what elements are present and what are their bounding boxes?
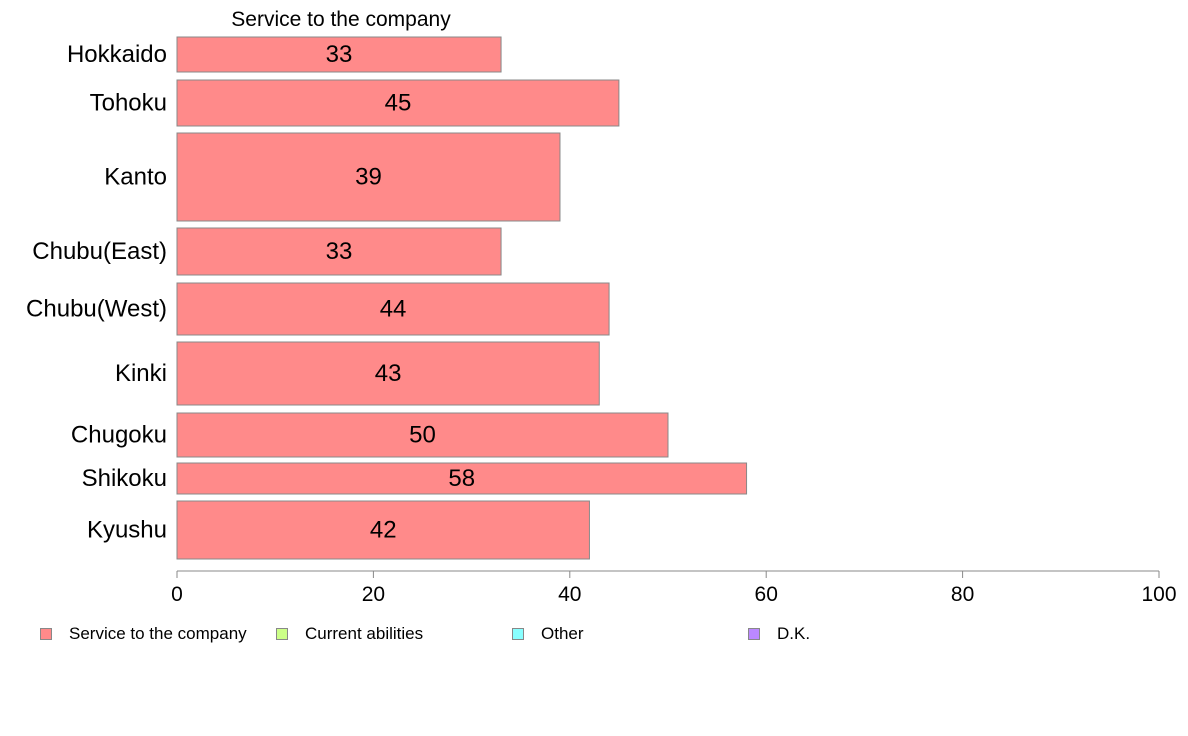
bar-hokkaido	[176, 36, 502, 73]
bar-shikoku	[176, 462, 748, 495]
x-tick-label: 0	[171, 583, 183, 606]
bar-value-label: 43	[375, 360, 402, 387]
bar-tohoku	[176, 79, 620, 127]
x-tick-label: 100	[1141, 583, 1176, 606]
x-tick-label: 80	[951, 583, 974, 606]
legend-item-other: Other	[512, 624, 584, 644]
category-label: Hokkaido	[67, 41, 167, 68]
legend-label-other: Other	[541, 624, 584, 643]
bar-value-label: 50	[409, 422, 436, 449]
chart-title: Service to the company	[231, 8, 451, 31]
category-label: Chubu(West)	[26, 296, 167, 323]
legend: Service to the company Current abilities…	[0, 624, 1188, 644]
bar-kanto	[176, 132, 561, 222]
x-tick-label: 60	[755, 583, 778, 606]
legend-label-service: Service to the company	[69, 624, 247, 643]
bar-value-label: 33	[326, 41, 353, 68]
bar-value-label: 39	[355, 164, 382, 191]
legend-swatch-other	[512, 628, 524, 640]
category-label: Tohoku	[90, 90, 167, 117]
bar-value-label: 44	[380, 296, 407, 323]
legend-label-dk: D.K.	[777, 624, 811, 643]
legend-item-current-abilities: Current abilities	[276, 624, 423, 644]
legend-item-service: Service to the company	[40, 624, 247, 644]
category-label: Shikoku	[82, 465, 167, 492]
category-label: Chubu(East)	[32, 238, 167, 265]
bar-kinki	[176, 341, 600, 406]
legend-label-current-abilities: Current abilities	[305, 624, 424, 643]
category-label: Kanto	[104, 164, 167, 191]
bar-chubu-west	[176, 282, 610, 336]
legend-swatch-dk	[748, 628, 760, 640]
x-tick-label: 40	[558, 583, 581, 606]
bar-value-label: 33	[326, 238, 353, 265]
category-label: Chugoku	[71, 422, 167, 449]
category-label: Kinki	[115, 360, 167, 387]
category-label: Kyushu	[87, 517, 167, 544]
bar-chubu-east	[176, 227, 502, 276]
bar-value-label: 42	[370, 517, 397, 544]
bar-chugoku	[176, 412, 669, 458]
bar-kyushu	[176, 500, 590, 560]
x-tick-label: 20	[362, 583, 385, 606]
legend-swatch-current-abilities	[276, 628, 288, 640]
x-axis: 0 20 40 60 80 100	[171, 570, 1177, 606]
legend-item-dk: D.K.	[748, 624, 810, 644]
bar-value-label: 45	[385, 90, 412, 117]
legend-swatch-service	[40, 628, 52, 640]
bar-value-label: 58	[448, 465, 475, 492]
